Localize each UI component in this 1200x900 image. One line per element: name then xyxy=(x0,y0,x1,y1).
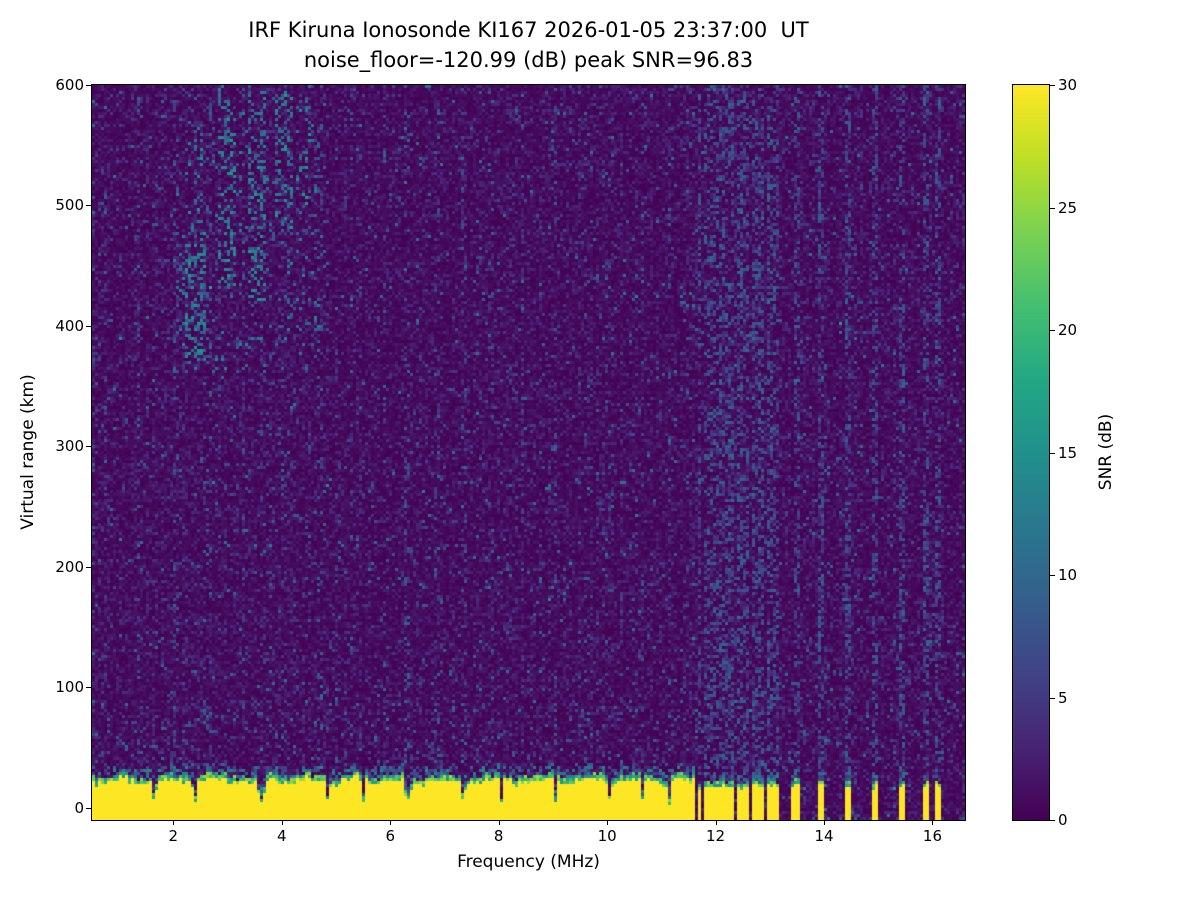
colorbar-tick-mark xyxy=(1050,85,1055,86)
colorbar-tick-label: 10 xyxy=(1058,566,1078,584)
x-tick-label: 10 xyxy=(597,827,617,845)
colorbar-tick-mark xyxy=(1050,207,1055,209)
colorbar-tick-label: 0 xyxy=(1058,811,1068,829)
x-tick-mark xyxy=(281,820,283,825)
chart-title: IRF Kiruna Ionosonde KI167 2026-01-05 23… xyxy=(248,18,809,42)
y-tick-mark xyxy=(86,325,91,327)
x-tick-label: 14 xyxy=(814,827,834,845)
x-tick-label: 12 xyxy=(706,827,726,845)
x-tick-mark xyxy=(715,820,717,825)
x-tick-mark xyxy=(390,820,392,825)
x-axis-label: Frequency (MHz) xyxy=(457,852,600,872)
y-tick-label: 600 xyxy=(55,76,84,94)
x-tick-label: 6 xyxy=(385,827,395,845)
y-tick-mark xyxy=(86,446,91,448)
colorbar-label: SNR (dB) xyxy=(1096,413,1116,491)
x-tick-label: 2 xyxy=(168,827,179,845)
colorbar-tick-mark xyxy=(1050,697,1055,699)
x-tick-mark xyxy=(173,820,175,825)
colorbar-tick-mark xyxy=(1050,452,1055,454)
x-tick-label: 4 xyxy=(277,827,287,845)
colorbar-tick-mark xyxy=(1050,575,1055,576)
colorbar-tick-label: 25 xyxy=(1058,198,1078,217)
colorbar-tick-label: 5 xyxy=(1058,688,1068,707)
y-tick-mark xyxy=(86,205,91,207)
y-tick-mark xyxy=(86,687,91,689)
y-tick-mark xyxy=(86,566,91,568)
y-tick-label: 500 xyxy=(55,196,84,215)
colorbar-tick-label: 30 xyxy=(1058,76,1078,94)
y-tick-label: 400 xyxy=(55,316,84,335)
heatmap-canvas xyxy=(92,85,965,820)
x-tick-mark xyxy=(932,820,934,825)
colorbar-tick-mark xyxy=(1050,330,1055,331)
x-tick-label: 16 xyxy=(922,827,942,845)
colorbar-tick-label: 15 xyxy=(1058,443,1078,462)
colorbar-tick-mark xyxy=(1050,820,1055,821)
y-tick-label: 300 xyxy=(55,437,84,456)
y-tick-label: 200 xyxy=(55,557,84,576)
y-tick-mark xyxy=(86,807,91,809)
x-tick-label: 8 xyxy=(493,827,504,845)
x-tick-mark xyxy=(824,820,826,825)
y-tick-mark xyxy=(86,85,91,86)
x-tick-mark xyxy=(498,820,500,825)
x-tick-mark xyxy=(607,820,609,825)
colorbar-tick-label: 20 xyxy=(1058,321,1078,339)
chart-subtitle: noise_floor=-120.99 (dB) peak SNR=96.83 xyxy=(303,48,754,72)
y-tick-label: 100 xyxy=(55,678,84,697)
colorbar-canvas xyxy=(1013,85,1049,820)
y-tick-label: 0 xyxy=(74,798,84,817)
